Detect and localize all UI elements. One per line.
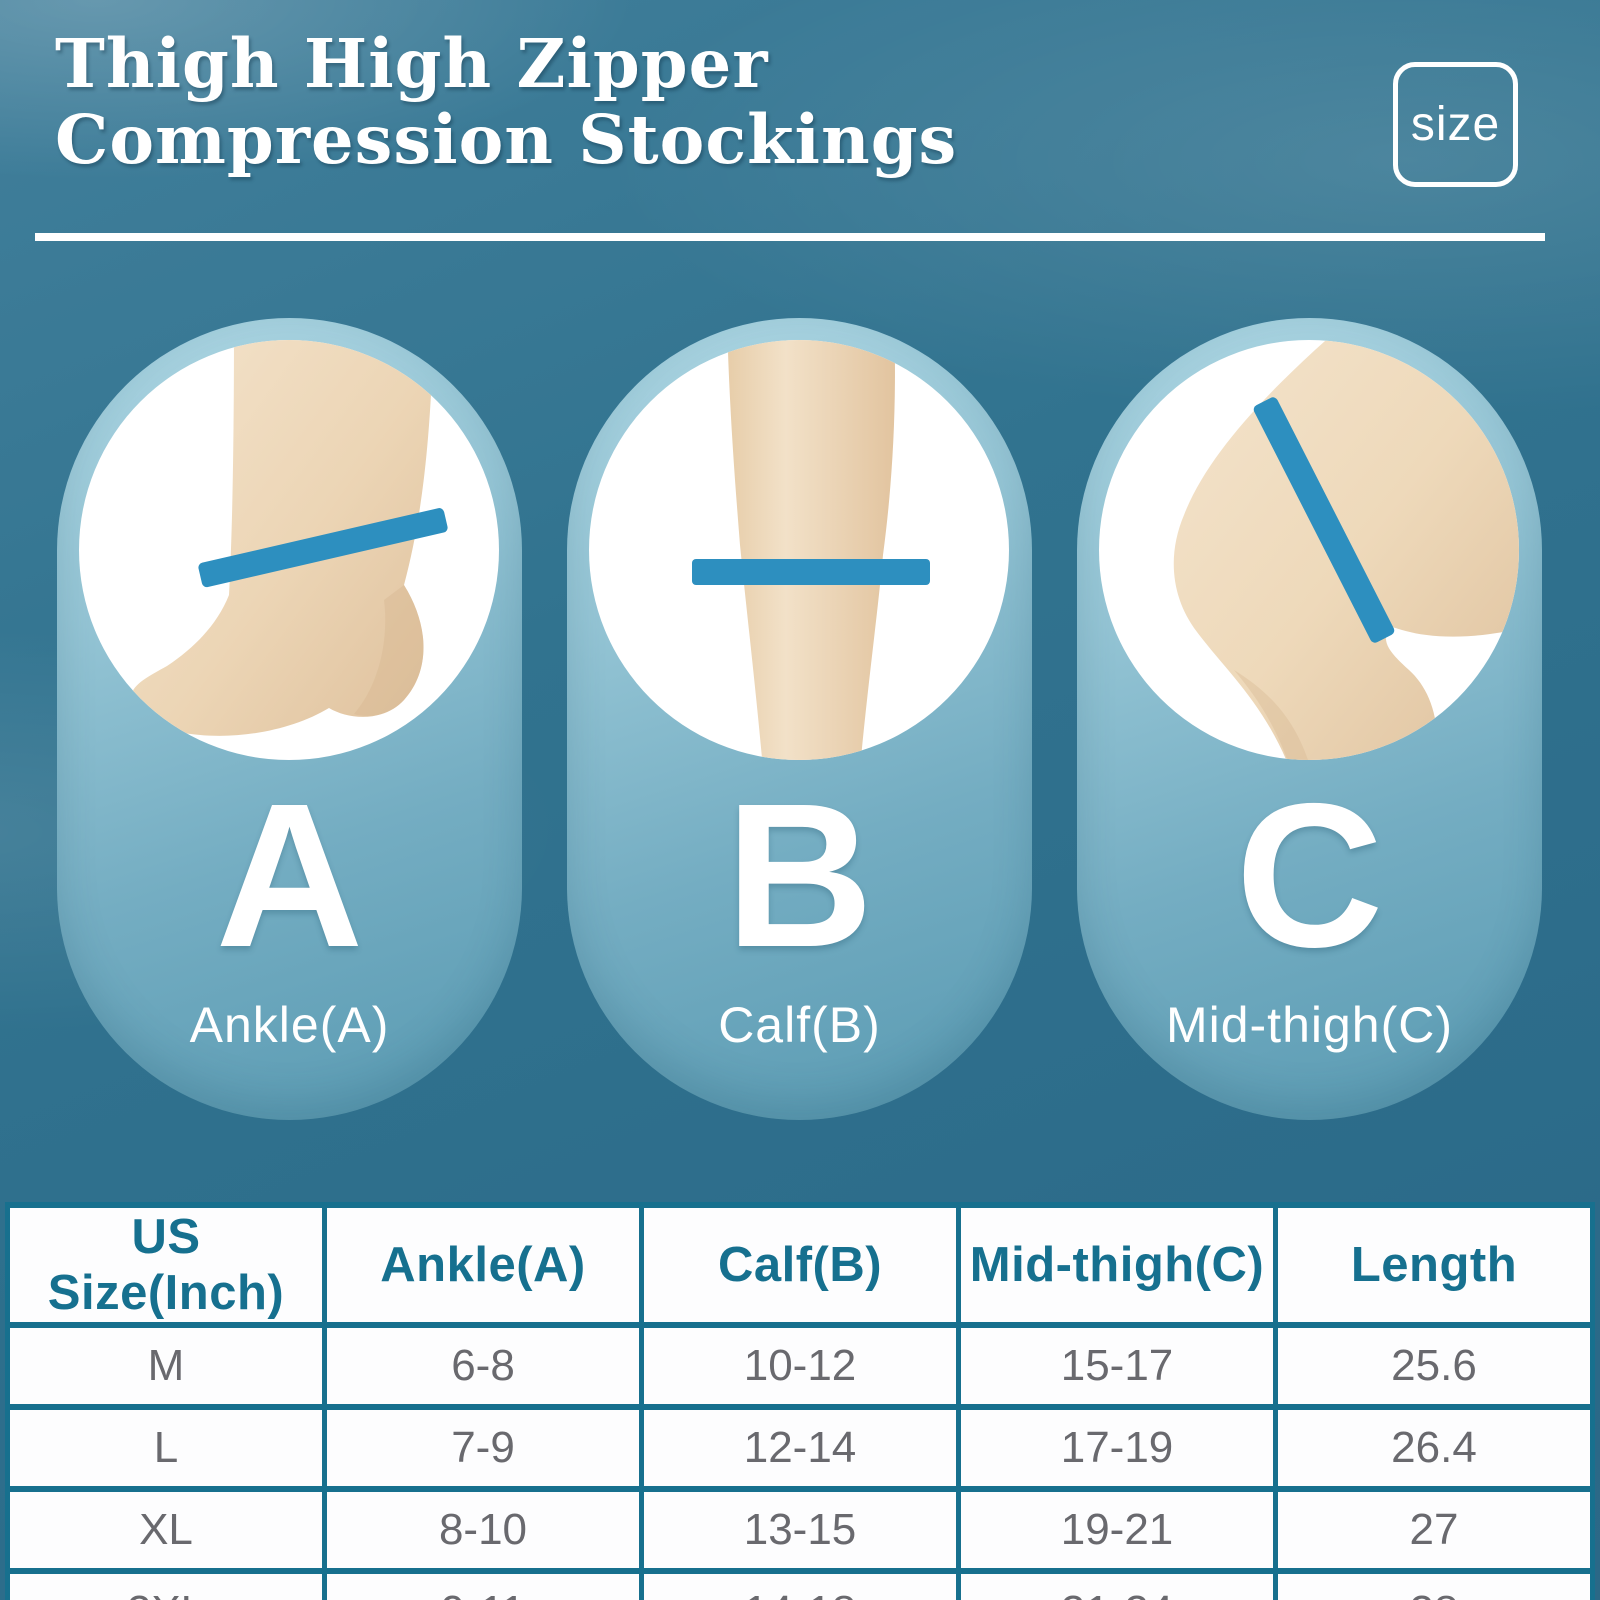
table-cell: 15-17 — [956, 1322, 1278, 1410]
capsule-letter-a: A — [215, 761, 364, 990]
table-cell: 25.6 — [1273, 1322, 1595, 1410]
col-header-ankle: Ankle(A) — [322, 1202, 644, 1328]
table-cell: 7-9 — [322, 1404, 644, 1492]
size-table: US Size(Inch) Ankle(A) Calf(B) Mid-thigh… — [5, 1202, 1595, 1600]
table-cell: L — [5, 1404, 327, 1492]
capsule-caption-calf: Calf(B) — [718, 997, 881, 1053]
title-divider — [35, 233, 1545, 241]
ankle-photo-circle — [79, 340, 499, 760]
table-cell: 19-21 — [956, 1486, 1278, 1574]
table-cell: 26.4 — [1273, 1404, 1595, 1492]
size-badge-label: size — [1410, 98, 1501, 151]
ankle-photo — [130, 340, 448, 736]
page-title-line2: Compression Stockings — [55, 99, 958, 179]
capsule-letter-c: C — [1235, 761, 1384, 990]
table-row-m: M 6-8 10-12 15-17 25.6 — [5, 1322, 1595, 1410]
col-header-us-size: US Size(Inch) — [5, 1202, 327, 1328]
table-cell: M — [5, 1322, 327, 1410]
mid-thigh-measure-band — [1253, 397, 1395, 643]
table-cell: 13-15 — [639, 1486, 961, 1574]
table-cell: 12-14 — [639, 1404, 961, 1492]
table-cell: 9-11 — [322, 1568, 644, 1600]
table-row-l: L 7-9 12-14 17-19 26.4 — [5, 1404, 1595, 1492]
calf-photo — [692, 340, 930, 760]
table-cell: 17-19 — [956, 1404, 1278, 1492]
table-cell: 10-12 — [639, 1322, 961, 1410]
mid-thigh-photo — [1173, 340, 1519, 760]
table-cell: XL — [5, 1486, 327, 1574]
table-cell: 27 — [1273, 1486, 1595, 1574]
measure-capsule-ankle: A Ankle(A) — [57, 318, 522, 1120]
capsule-letter-b: B — [725, 761, 874, 990]
table-cell: 21-24 — [956, 1568, 1278, 1600]
table-cell: 2XL — [5, 1568, 327, 1600]
table-cell: 28 — [1273, 1568, 1595, 1600]
calf-photo-circle — [589, 340, 1009, 760]
mid-thigh-photo-circle — [1099, 340, 1519, 760]
ankle-measure-band — [198, 508, 448, 588]
measure-capsule-mid-thigh: C Mid-thigh(C) — [1077, 318, 1542, 1120]
table-cell: 8-10 — [322, 1486, 644, 1574]
size-badge: size — [1393, 62, 1518, 187]
capsule-caption-ankle: Ankle(A) — [189, 997, 390, 1053]
page-title-line1: Thigh High Zipper — [55, 24, 769, 103]
size-table-header-row: US Size(Inch) Ankle(A) Calf(B) Mid-thigh… — [5, 1202, 1595, 1328]
col-header-mid-thigh: Mid-thigh(C) — [956, 1202, 1278, 1328]
table-row-xl: XL 8-10 13-15 19-21 27 — [5, 1486, 1595, 1574]
table-cell: 6-8 — [322, 1322, 644, 1410]
col-header-length: Length — [1273, 1202, 1595, 1328]
page-title: Thigh High Zipper Compression Stockings — [55, 26, 957, 177]
col-header-calf: Calf(B) — [639, 1202, 961, 1328]
table-cell: 14-18 — [639, 1568, 961, 1600]
capsule-caption-mid-thigh: Mid-thigh(C) — [1165, 997, 1454, 1053]
measure-capsule-calf: B Calf(B) — [567, 318, 1032, 1120]
table-row-2xl: 2XL 9-11 14-18 21-24 28 — [5, 1568, 1595, 1600]
calf-measure-band — [692, 559, 930, 585]
